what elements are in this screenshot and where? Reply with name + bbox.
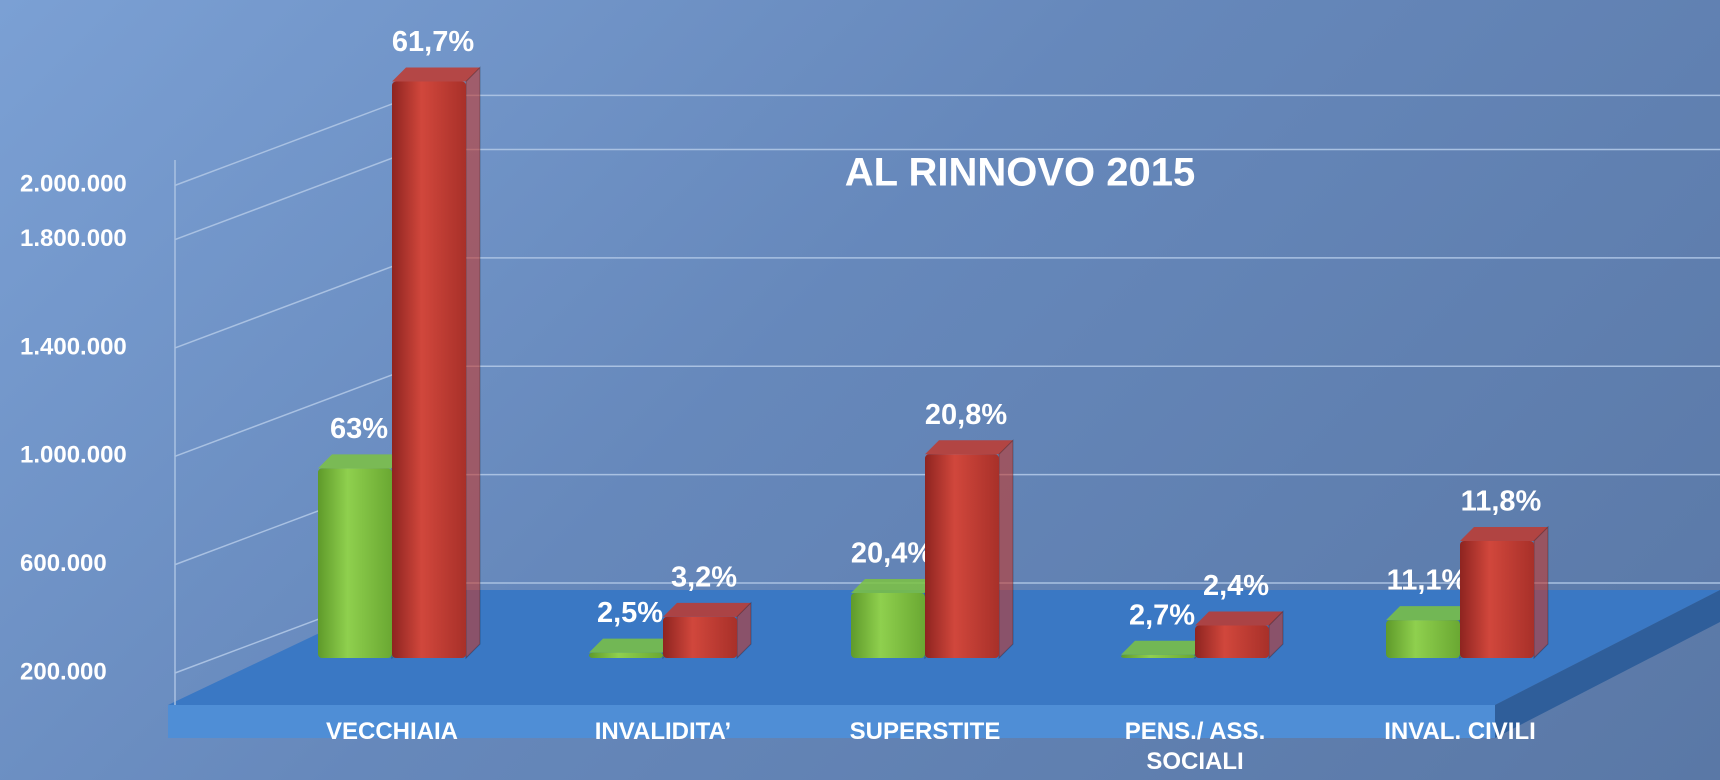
bar-top (925, 440, 1013, 455)
bar (1121, 654, 1195, 658)
bar (589, 652, 663, 658)
grid-line (174, 257, 416, 349)
y-tick-label: 200.000 (20, 658, 107, 685)
y-tick-label: 2.000.000 (20, 171, 127, 198)
bar (851, 592, 925, 658)
grid-line (174, 148, 416, 241)
x-tick-label: PENS./ ASS. SOCIALI (1124, 718, 1266, 775)
y-tick-label: 600.000 (20, 550, 107, 577)
bar (1460, 540, 1534, 658)
bar-side (998, 439, 1014, 660)
x-tick-label: INVAL. CIVILI (1384, 718, 1536, 745)
grid-line (174, 94, 416, 187)
bar-top (589, 638, 677, 653)
bar-top (318, 454, 406, 469)
bar-side (1533, 525, 1549, 660)
y-tick-label: 1.400.000 (20, 333, 127, 360)
data-label: 20,8% (925, 399, 1007, 431)
data-label: 2,4% (1203, 570, 1269, 602)
bar-top (392, 67, 480, 82)
chart-title: AL RINNOVO 2015 (845, 151, 1196, 195)
data-label: 61,7% (392, 26, 474, 58)
bar (663, 616, 737, 658)
bar (925, 454, 999, 658)
bar-side (465, 66, 481, 660)
data-label: 2,5% (597, 597, 663, 629)
x-tick-label: INVALIDITA’ (594, 718, 732, 745)
floor-front (168, 705, 1495, 738)
data-label: 11,8% (1461, 486, 1542, 518)
bar-top (1121, 640, 1209, 655)
data-label: 2,7% (1129, 599, 1195, 631)
bar (1195, 625, 1269, 658)
data-label: 20,4% (851, 538, 933, 570)
bar (392, 81, 466, 659)
x-tick-label: SUPERSTITE (849, 718, 1001, 745)
bar-top (663, 602, 751, 617)
data-label: 11,1% (1387, 565, 1468, 597)
data-label: 63% (330, 413, 388, 445)
bar (1386, 620, 1460, 658)
bar-top (1386, 606, 1474, 621)
floor-side (1495, 590, 1720, 738)
data-label: 3,2% (671, 561, 737, 593)
y-tick-label: 1.800.000 (20, 225, 127, 252)
bar-top (1195, 611, 1283, 626)
bar (318, 468, 392, 658)
y-tick-label: 1.000.000 (20, 442, 127, 469)
bar-top (851, 578, 939, 593)
x-tick-label: VECCHIAIA (325, 718, 458, 745)
bar-top (1460, 526, 1548, 541)
grid-line (174, 365, 416, 457)
